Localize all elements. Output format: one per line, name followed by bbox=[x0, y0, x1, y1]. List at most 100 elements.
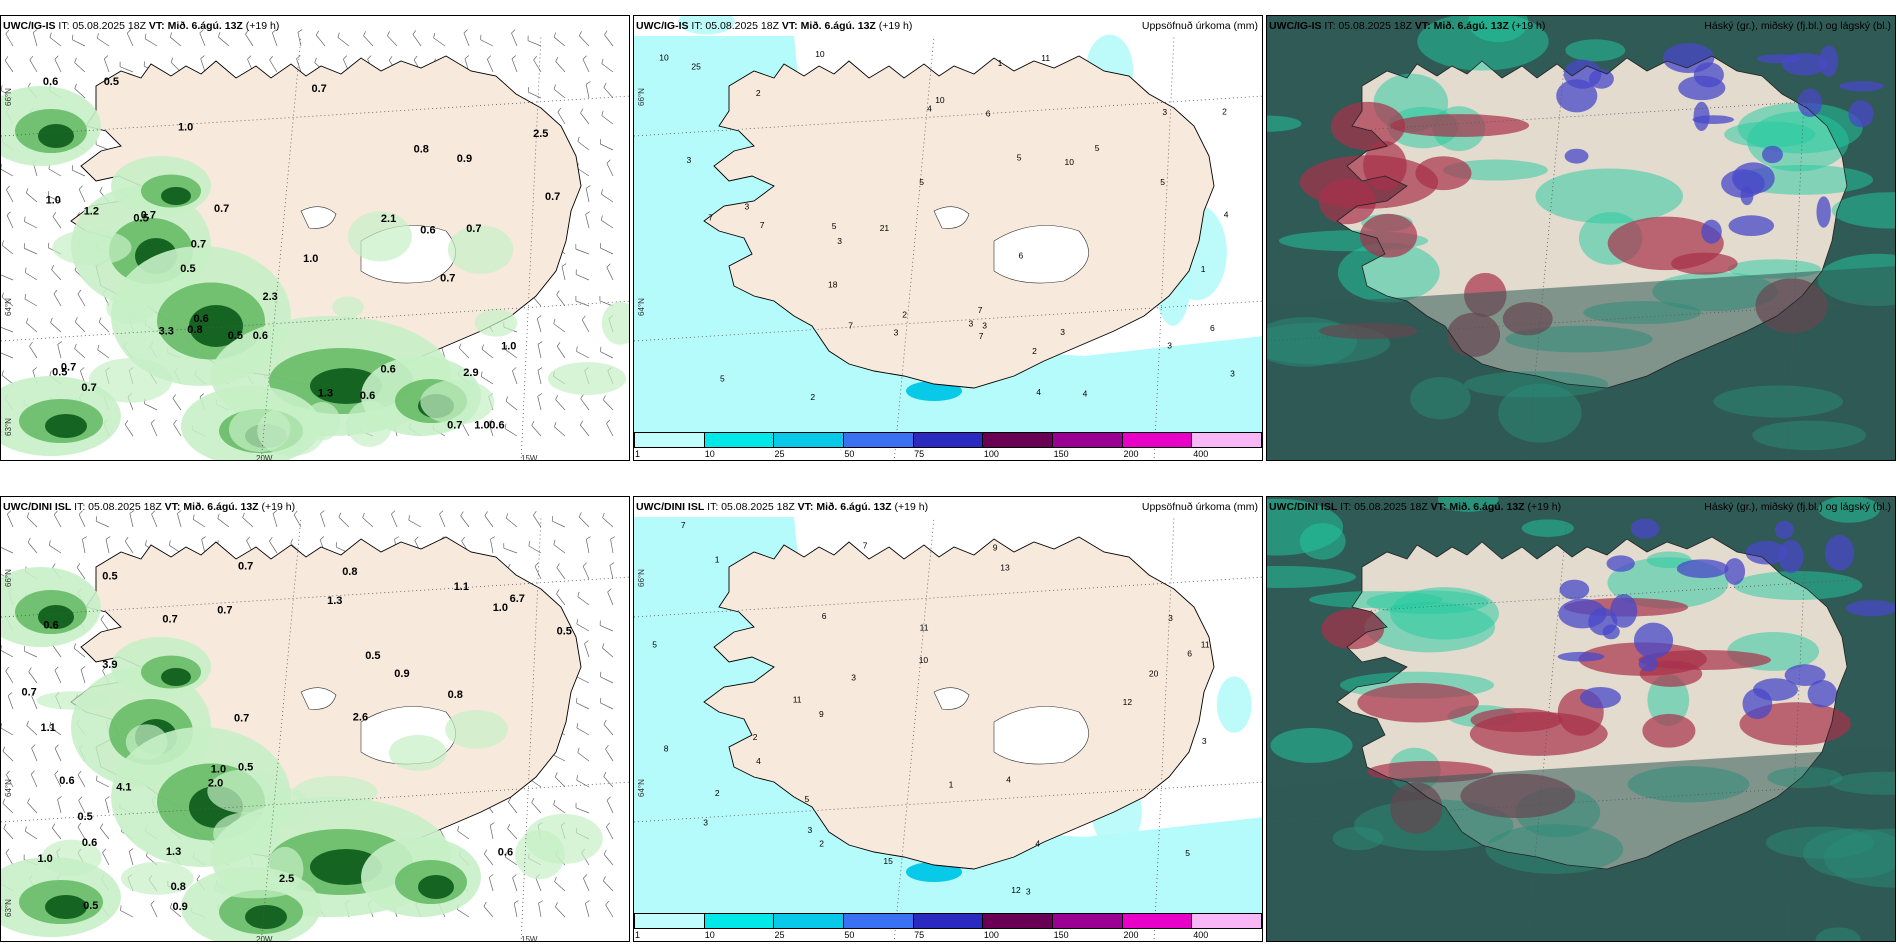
value-label: 4 bbox=[1224, 209, 1229, 219]
value-label: 1.0 bbox=[493, 602, 508, 614]
model-name: UWC/IG-IS bbox=[3, 20, 56, 32]
precip-field bbox=[1, 567, 603, 941]
value-label: 1 bbox=[998, 58, 1003, 68]
legend-tick: 150 bbox=[1053, 449, 1069, 459]
value-label: 0.7 bbox=[217, 604, 232, 616]
panel-title: UWC/DINI ISL IT: 05.08.2025 18Z VT: Mið.… bbox=[1269, 501, 1561, 513]
panel-title: UWC/DINI ISL IT: 05.08.2025 18Z VT: Mið.… bbox=[3, 501, 295, 513]
value-label: 3 bbox=[1230, 369, 1235, 379]
value-label: 0.5 bbox=[52, 367, 67, 379]
iceland-coastline bbox=[703, 536, 1215, 870]
value-label: 7 bbox=[978, 305, 983, 315]
legend-tick: 75 bbox=[914, 930, 925, 940]
value-label: 5 bbox=[720, 373, 725, 383]
value-label: 0.5 bbox=[238, 762, 253, 774]
legend-swatch bbox=[1122, 433, 1193, 447]
value-label: 3 bbox=[1168, 613, 1173, 623]
legend-tick: 200 bbox=[1123, 930, 1139, 940]
legend-tick: 10 bbox=[704, 449, 715, 459]
legend-ticks: 1 10 25 50 75 100 150 200 400 bbox=[634, 449, 1262, 460]
value-label: 2 bbox=[756, 88, 761, 98]
value-label: 3.9 bbox=[102, 659, 117, 671]
value-label: 0.6 bbox=[59, 775, 74, 787]
lat-label: 64°N bbox=[637, 779, 646, 797]
value-label: 0.7 bbox=[447, 420, 462, 432]
value-label: 1.2 bbox=[84, 205, 99, 217]
legend-swatch bbox=[1053, 433, 1123, 447]
value-label: 0.7 bbox=[141, 209, 156, 221]
value-label: 3 bbox=[837, 236, 842, 246]
value-label: 0.8 bbox=[342, 566, 357, 578]
legend-swatch bbox=[704, 914, 775, 928]
value-label: 3 bbox=[703, 818, 708, 828]
value-label: 0.7 bbox=[61, 362, 76, 374]
model-name: UWC/IG-IS bbox=[636, 20, 689, 32]
value-label: 6 bbox=[822, 611, 827, 621]
legend-swatch bbox=[635, 914, 705, 928]
map-canvas: 5315421011312123486113115129720631235471… bbox=[634, 497, 1262, 941]
value-label: 0.6 bbox=[194, 313, 209, 325]
value-label: 10 bbox=[815, 49, 825, 59]
value-label: 1.0 bbox=[46, 195, 61, 207]
panel-accum-precip-dini: 5 3 15 4 2 10 11 3 1 2 12 3 4 8 6 11 3 11 5 12 9 7 20 6 3 1 2 3 5 4 7 1… bbox=[633, 496, 1263, 942]
value-label: 6.7 bbox=[510, 593, 525, 605]
value-label: 0.7 bbox=[234, 713, 249, 725]
valid-label: VT: bbox=[797, 501, 817, 513]
color-legend: 1 10 25 50 75 100 150 200 400 bbox=[634, 913, 1262, 941]
panel-wind-precip-dini: 1.3 0.8 0.5 0.7 0.8 0.6 0.5 0.7 0.5 0.7 0.9 0.6 1.0 1… bbox=[0, 496, 630, 942]
value-label: 0.9 bbox=[394, 668, 409, 680]
value-label: 1 bbox=[1201, 264, 1206, 274]
lon-label: 15W bbox=[521, 935, 538, 942]
value-label: 5 bbox=[805, 794, 810, 804]
init-time: 05.08.2025 18Z bbox=[1354, 501, 1431, 513]
model-name: UWC/DINI ISL bbox=[636, 501, 705, 513]
value-label: 6 bbox=[1019, 251, 1024, 261]
valid-time: Mið. 6.ágú. 13Z bbox=[1433, 20, 1512, 32]
map-canvas bbox=[1267, 16, 1895, 460]
graticule bbox=[634, 516, 1262, 941]
value-label: 2 bbox=[753, 732, 758, 742]
init-label: IT: bbox=[71, 501, 89, 513]
value-label: 0.7 bbox=[440, 272, 455, 284]
value-label: 7 bbox=[681, 520, 686, 530]
lat-label: 64°N bbox=[637, 298, 646, 316]
legend-swatch bbox=[983, 433, 1054, 447]
legend-tick: 200 bbox=[1123, 449, 1139, 459]
value-label: 0.5 bbox=[133, 213, 148, 225]
value-label: 3 bbox=[1060, 327, 1065, 337]
legend-swatch bbox=[844, 433, 914, 447]
value-label: 0.8 bbox=[414, 143, 429, 155]
value-label: 5 bbox=[1160, 177, 1165, 187]
value-label: 3 bbox=[894, 327, 899, 337]
graticule bbox=[1267, 516, 1895, 941]
legend-tick: 400 bbox=[1193, 449, 1209, 459]
value-label: 0.5 bbox=[104, 76, 119, 88]
value-label: 4 bbox=[927, 103, 932, 113]
legend-bar bbox=[634, 432, 1262, 448]
value-label: 0.8 bbox=[448, 689, 463, 701]
valid-time: Mið. 6.ágú. 13Z bbox=[1449, 501, 1528, 513]
value-label: 0.6 bbox=[498, 846, 513, 858]
value-label: 7 bbox=[979, 331, 984, 341]
model-name: UWC/DINI ISL bbox=[1269, 501, 1338, 513]
legend-tick: 150 bbox=[1053, 930, 1069, 940]
valid-time: Mið. 6.ágú. 13Z bbox=[167, 20, 246, 32]
lead-time: (+19 h) bbox=[894, 501, 929, 513]
value-label: 0.5 bbox=[228, 330, 243, 342]
legend-tick: 75 bbox=[914, 449, 925, 459]
value-label: 6 bbox=[1210, 323, 1215, 333]
value-label: 0.7 bbox=[238, 561, 253, 573]
init-time: 05.08.2025 18Z bbox=[88, 501, 165, 513]
value-labels: 2.30.50.50.70.61.00.60.50.80.6 0.70.70.60… bbox=[43, 76, 560, 432]
value-label: 21 bbox=[880, 223, 890, 233]
value-label: 0.7 bbox=[162, 614, 177, 626]
value-label: 2.6 bbox=[353, 712, 368, 724]
value-label: 1.0 bbox=[303, 253, 318, 265]
legend-tick: 400 bbox=[1193, 930, 1209, 940]
value-label: 18 bbox=[828, 279, 838, 289]
value-label: 3 bbox=[745, 201, 750, 211]
legend-swatch bbox=[1122, 914, 1193, 928]
value-label: 1.0 bbox=[178, 122, 193, 134]
value-label: 13 bbox=[1000, 562, 1010, 572]
